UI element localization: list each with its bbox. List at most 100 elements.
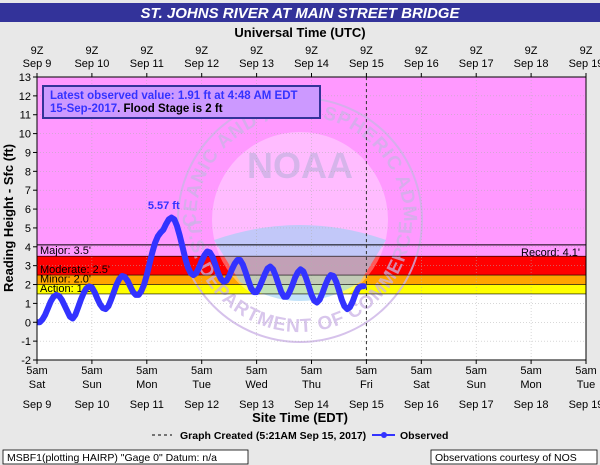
observed-point <box>125 278 131 284</box>
top-tick-utc-label: 9Z <box>31 45 44 57</box>
series-observed <box>37 214 367 326</box>
observed-point <box>155 233 161 239</box>
y-tick-label: 5 <box>25 223 31 235</box>
watermark-wave <box>214 225 386 301</box>
observed-point <box>273 273 279 279</box>
observed-point <box>81 290 87 296</box>
flood-stage-text: . Flood Stage is 2 ft <box>117 103 223 115</box>
footer-right: Observations courtesy of NOS <box>435 452 577 464</box>
y-tick-label: -2 <box>21 355 31 367</box>
latest-value-date: 15-Sep-2017 <box>50 103 117 115</box>
observed-point <box>226 273 232 279</box>
observed-point <box>105 303 111 309</box>
observed-point <box>347 304 353 310</box>
latest-value-box: Latest observed value: 1.91 ft at 4:48 A… <box>42 85 321 119</box>
y-tick-label: 4 <box>25 242 31 254</box>
observed-point <box>333 279 339 285</box>
top-tick-utc-label: 9Z <box>140 45 153 57</box>
x-tick-date-label: Sep 18 <box>514 399 549 411</box>
footer-left: MSBF1(plotting HAIRP) "Gage 0" Datum: n/… <box>7 452 217 464</box>
x-tick-dow-label: Mon <box>136 379 157 391</box>
observed-point <box>70 315 76 321</box>
observed-point <box>256 284 262 290</box>
y-tick-label: 12 <box>19 91 31 103</box>
x-tick-dow-label: Sun <box>466 379 486 391</box>
y-tick-label: 8 <box>25 166 31 178</box>
latest-value-line1: Latest observed value: 1.91 ft at 4:48 A… <box>50 90 298 102</box>
top-tick-date-label: Sep 11 <box>130 58 164 70</box>
y-tick-label: 10 <box>19 129 31 141</box>
observed-point <box>127 283 133 289</box>
observed-point <box>210 254 216 260</box>
top-tick-utc-label: 9Z <box>250 45 263 57</box>
observed-point <box>89 284 95 290</box>
top-tick-utc-label: 9Z <box>415 45 428 57</box>
grid <box>37 77 586 360</box>
x-tick-dow-label: Fri <box>360 379 373 391</box>
observed-point <box>232 261 238 267</box>
x-tick-date-label: Sep 17 <box>459 399 494 411</box>
observed-point <box>262 271 268 277</box>
top-tick-utc-label: 9Z <box>360 45 373 57</box>
observed-point <box>270 266 276 272</box>
observed-point <box>147 261 153 267</box>
observed-point <box>336 287 342 293</box>
watermark-center-text: NOAA <box>247 145 353 186</box>
x-tick-time-label: 5am <box>356 365 377 377</box>
observed-point <box>144 272 150 278</box>
observed-point <box>240 262 246 268</box>
observed-point <box>196 265 202 271</box>
observed-point <box>97 301 103 307</box>
x-tick-dow-label: Tue <box>577 379 596 391</box>
top-axis-title: Universal Time (UTC) <box>234 25 365 40</box>
x-tick-dow-label: Wed <box>245 379 267 391</box>
observed-point <box>254 289 260 295</box>
observed-point <box>339 297 345 303</box>
x-tick-date-label: Sep 13 <box>239 399 274 411</box>
observed-point <box>309 292 314 298</box>
top-tick-date-label: Sep 19 <box>569 58 600 70</box>
observed-point <box>171 216 177 222</box>
y-tick-label: 1 <box>25 298 31 310</box>
observed-point <box>179 244 185 250</box>
observed-point <box>193 270 199 276</box>
observed-point <box>237 257 243 263</box>
observed-point <box>75 304 81 310</box>
legend-graph-created-label: Graph Created (5:21AM Sep 15, 2017) <box>180 430 366 442</box>
x-tick-dow-label: Sat <box>413 379 430 391</box>
record-label: Record: 4.1' <box>521 247 580 259</box>
observed-point <box>201 252 207 258</box>
observed-point <box>361 283 367 289</box>
x-tick-time-label: 5am <box>520 365 541 377</box>
top-tick-date-label: Sep 15 <box>349 58 384 70</box>
observed-point <box>245 278 251 284</box>
observed-point <box>259 278 265 284</box>
observed-point <box>317 297 323 303</box>
legend: Graph Created (5:21AM Sep 15, 2017) Obse… <box>152 430 448 442</box>
top-tick-utc-label: 9Z <box>525 45 538 57</box>
y-tick-label: 13 <box>19 72 31 84</box>
observed-point <box>56 293 62 299</box>
x-tick-time-label: 5am <box>81 365 102 377</box>
observed-point <box>94 296 100 302</box>
observed-point <box>287 289 293 295</box>
y-axis-title: Reading Height - Sfc (ft) <box>1 144 16 292</box>
observed-point <box>59 297 65 303</box>
x-tick-time-label: 5am <box>411 365 432 377</box>
observed-point <box>61 302 67 308</box>
observed-point <box>138 288 144 294</box>
observed-point <box>215 270 221 276</box>
observed-point <box>300 268 306 274</box>
top-tick-utc-label: 9Z <box>470 45 483 57</box>
latest-value-line2: 15-Sep-2017. Flood Stage is 2 ft <box>50 103 223 115</box>
y-tick-label: -1 <box>21 336 31 348</box>
x-tick-date-label: Sep 10 <box>74 399 109 411</box>
observed-point <box>182 255 188 261</box>
observed-point <box>141 282 147 288</box>
observed-point <box>199 258 205 264</box>
observed-point <box>163 221 169 227</box>
x-tick-dow-label: Mon <box>520 379 541 391</box>
observed-point <box>278 289 284 295</box>
